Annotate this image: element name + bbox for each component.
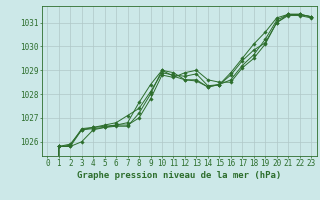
X-axis label: Graphe pression niveau de la mer (hPa): Graphe pression niveau de la mer (hPa) bbox=[77, 171, 281, 180]
